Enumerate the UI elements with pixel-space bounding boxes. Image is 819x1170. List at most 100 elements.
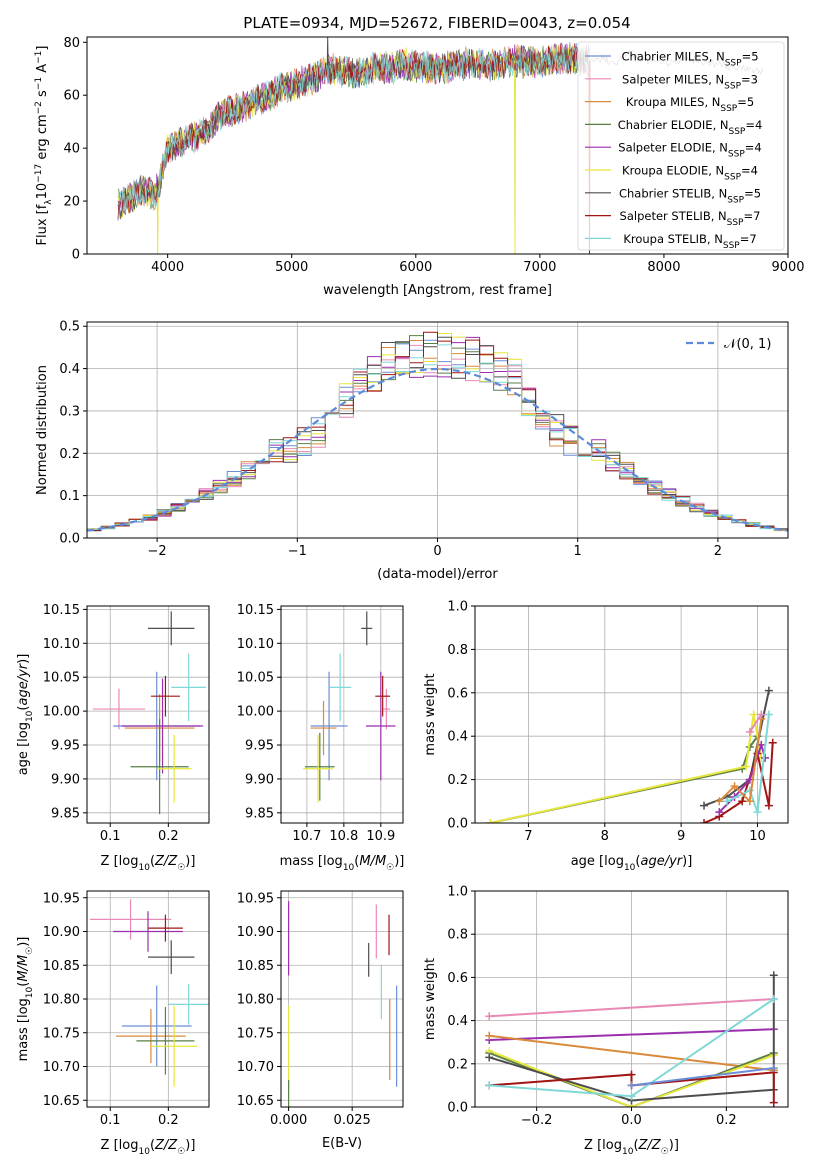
weight-marker [627,1092,636,1101]
y-tick-label: 9.95 [51,739,80,754]
spectrum-spike [514,60,517,254]
y-tick-label: 0.4 [447,730,468,745]
x-axis-label: Z [log10(Z/Z☉)] [101,1138,196,1157]
x-tick-label: 9 [677,829,685,844]
weight-line [489,998,774,1018]
weight-marker [745,786,754,795]
x-axis-label: age [log10(age/yr)] [571,854,693,873]
y-axis-label: mass weight [423,673,438,755]
legend-frame [577,41,785,251]
y-tick-label: 0.3 [59,404,80,419]
weight-marker [749,710,758,719]
weight-marker [768,738,777,747]
x-tick-label: 0.1 [100,1113,121,1128]
weight-line [703,742,774,823]
y-tick-label: 10.85 [237,959,274,974]
weight-line [488,1049,775,1107]
y-tick-label: 10.10 [237,637,274,652]
y-tick-label: 0.6 [447,686,468,701]
y-tick-label: 0.5 [59,320,80,335]
x-tick-label: 0.025 [334,1113,371,1128]
x-axis-label: Z [log10(Z/Z☉)] [101,854,196,873]
weight-marker [715,797,724,806]
weight-marker [769,995,778,1003]
y-tick-label: 10.15 [43,603,80,618]
x-tick-label: 4000 [151,260,184,275]
y-axis-label: mass weight [423,958,438,1040]
weight-marker [485,1012,494,1021]
y-tick-label: 0.6 [447,971,468,986]
x-tick-label: 0.2 [716,1113,737,1128]
x-tick-label: 10 [749,829,766,844]
y-tick-label: 10.15 [237,603,274,618]
chart-residuals: −2 −1 0 1 2 0.0 0.1 0.2 0.3 0.4 0.5 (data-model)/er… [35,320,789,582]
spectrum-line-8 [118,45,590,211]
legend-entry: Chabrier ELODIE, NSSP=4 [618,118,763,137]
weight-line [748,713,763,733]
x-tick-label: 10.9 [366,829,395,844]
plots-layer: 4000 5000 6000 7000 8000 9000020406080wavelen… [16,36,805,1157]
weight-marker [627,1070,636,1079]
y-axis-label: Flux [fλ10−17 erg cm−2 s−1 A−1] [34,46,54,246]
y-axis-label: Normed distribution [35,365,50,495]
legend-entry: Salpeter STELIB, NSSP=7 [620,209,761,228]
axes-frame [474,605,789,824]
weight-line [490,714,763,823]
y-tick-label: 9.90 [51,772,80,787]
y-tick-label: 0.1 [59,489,80,504]
y-tick-label: 40 [63,142,80,157]
x-tick-label: 9000 [771,260,804,275]
chart-mass-weight-vs-age: 7 8 9 10 0.0 0.2 0.4 0.6 0.8 1.0 age [log10(age/yr… [423,600,789,873]
weight-marker [753,808,762,817]
x-tick-label: 0.1 [100,829,121,844]
legend-entry: Chabrier STELIB, NSSP=5 [619,186,761,205]
weight-marker [715,808,724,817]
weight-marker [745,727,754,736]
y-tick-label: 10.65 [43,1094,80,1109]
histogram-7 [87,331,788,538]
plot-area [303,611,396,803]
y-tick-label: 10.00 [43,705,80,720]
y-tick-label: 10.80 [43,993,80,1008]
y-tick-label: 10.75 [43,1026,80,1041]
y-tick-label: 0.2 [59,447,80,462]
y-tick-label: 10.95 [237,891,274,906]
plot-area [485,971,778,1107]
spectrum-spike [156,187,159,254]
chart-mass-vs-ebv: 0.000 0.025 10.65 10.70 10.75 10.80 10.85 10.90… [237,890,404,1151]
y-tick-label: 9.85 [51,806,80,821]
y-tick-label: 0.0 [59,532,80,547]
weight-marker [627,1081,636,1090]
legend-entry: Kroupa STELIB, NSSP=7 [623,232,756,251]
chart-age-vs-Z: 0.1 0.2 9.85 9.90 9.95 10.00 10.05 10.10 10.15 Z … [16,603,210,873]
x-tick-label: 2 [714,544,722,559]
y-tick-label: 1.0 [447,885,468,900]
y-tick-label: 9.85 [245,806,274,821]
y-tick-label: 10.80 [237,993,274,1008]
y-tick-label: 0.0 [447,1101,468,1116]
weight-marker [485,1031,494,1040]
x-tick-label: −0.2 [521,1113,553,1128]
y-axis-label: mass [log10(M/M☉)] [16,937,35,1062]
weight-marker [757,710,766,719]
legend-entry: Salpeter ELODIE, NSSP=4 [618,141,761,160]
x-tick-label: 7 [524,829,532,844]
y-tick-label: 1.0 [447,600,468,615]
y-tick-label: 10.95 [43,891,80,906]
x-tick-label: 0 [433,544,441,559]
weight-line [489,1034,774,1072]
legend-entry: 𝒩(0, 1) [724,337,771,352]
x-tick-label: 7000 [523,260,556,275]
plot-area [89,899,209,1087]
x-axis-label: (data-model)/error [377,567,498,582]
y-tick-label: 0.2 [447,1057,468,1072]
axes-frame [86,605,210,824]
x-axis-label: mass [log10(M/M☉)] [280,854,405,873]
y-axis-label: age [log10(age/yr)] [16,654,35,776]
weight-marker [745,797,754,806]
x-tick-label: −1 [288,544,307,559]
y-tick-label: 10.70 [237,1060,274,1075]
weight-line [488,975,775,1102]
histogram-8 [87,344,788,538]
y-tick-label: 0 [72,248,80,263]
